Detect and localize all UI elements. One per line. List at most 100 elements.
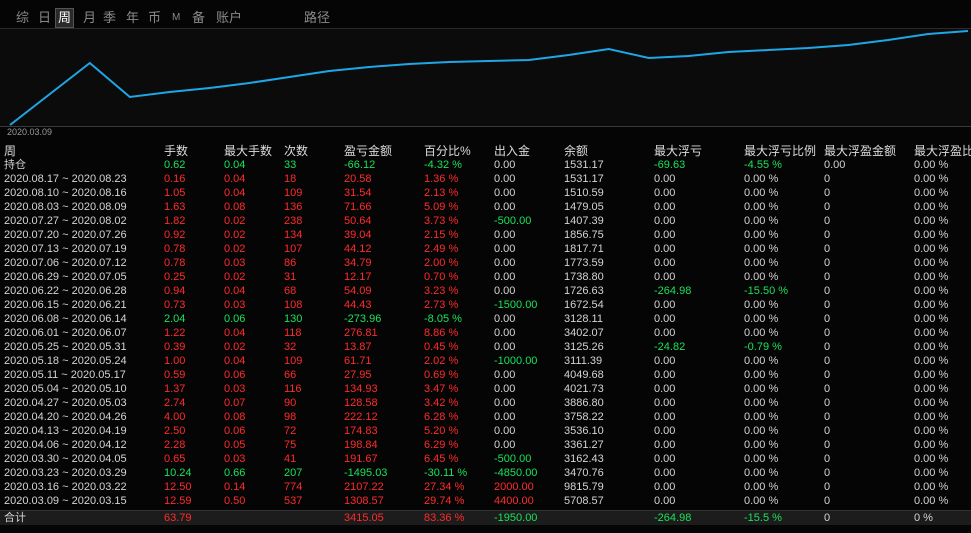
cell: 1.22 — [164, 327, 186, 339]
cell: 2020.08.10 ~ 2020.08.16 — [4, 187, 127, 199]
cell: 222.12 — [344, 411, 378, 423]
cell: 2020.03.09 ~ 2020.03.15 — [4, 495, 127, 507]
tab[interactable]: 周 — [55, 8, 75, 28]
cell: 31 — [284, 271, 297, 283]
cell: 109 — [284, 355, 303, 367]
cell: 1510.59 — [564, 187, 604, 199]
cell: 6.29 % — [424, 439, 459, 451]
cell: 0 — [824, 411, 831, 423]
cell: 44.43 — [344, 299, 372, 311]
cell: 1672.54 — [564, 299, 604, 311]
cell: 2020.05.11 ~ 2020.05.17 — [4, 369, 126, 381]
cell: -264.98 — [654, 285, 692, 297]
cell: 0.03 — [224, 257, 246, 269]
cell: 0.00 — [654, 173, 676, 185]
table-row: 2020.04.20 ~ 2020.04.26 4.00 0.08 98 222.12 6… — [0, 410, 971, 424]
cell: 0.00 % — [914, 173, 949, 185]
cell: 2020.05.25 ~ 2020.05.31 — [4, 341, 127, 353]
cell: 0.25 — [164, 271, 186, 283]
cell: 0 — [824, 495, 831, 507]
table-row: 2020.08.10 ~ 2020.08.16 1.05 0.04 109 31.54 2… — [0, 186, 971, 200]
header-cell: 盈亏金额 — [344, 144, 393, 158]
cell: 3.73 % — [424, 215, 459, 227]
cell: 1308.57 — [344, 495, 384, 507]
cell: 3.47 % — [424, 383, 459, 395]
header-cell: 出入金 — [494, 144, 531, 158]
cell: 27.95 — [344, 369, 372, 381]
cell: 0.00 % — [914, 369, 949, 381]
header-cell: 百分比% — [424, 144, 471, 158]
cell: 0.00 — [494, 201, 516, 213]
table-row: 2020.03.16 ~ 2020.03.22 12.50 0.14 774 2107.… — [0, 480, 971, 494]
cell: 0.00 % — [914, 481, 949, 493]
tab[interactable]: 币 — [148, 10, 162, 25]
cell: 0.00 — [654, 327, 676, 339]
cell: 0.00 — [494, 425, 516, 437]
cell: 0.00 % — [744, 439, 779, 451]
cell: 2.74 — [164, 397, 186, 409]
cell: 0.00 — [494, 285, 516, 297]
cell: 0.00 % — [914, 215, 949, 227]
header-cell: 最大浮盈金额 — [824, 144, 897, 158]
cell: 3536.10 — [564, 425, 604, 437]
cell: 109 — [284, 187, 303, 199]
cell: 3.23 % — [424, 285, 459, 297]
cell: 0 — [824, 243, 831, 255]
cell: 0 — [824, 397, 831, 409]
cell: 0.00 % — [914, 257, 949, 269]
tab[interactable]: 年 — [126, 10, 140, 25]
cell: -500.00 — [494, 215, 532, 227]
cell: 0 — [824, 369, 831, 381]
cell: 174.83 — [344, 425, 378, 437]
cell: 0.00 — [654, 355, 676, 367]
cell: 0.00 — [494, 397, 516, 409]
cell: 0.66 — [224, 467, 246, 479]
cell: 4.00 — [164, 411, 186, 423]
cell: 0.08 — [224, 201, 246, 213]
cell: 2020.03.30 ~ 2020.04.05 — [4, 453, 127, 465]
cell: 0.00 — [494, 313, 516, 325]
cell: 0 — [824, 439, 831, 451]
cell: 0.00 % — [744, 201, 779, 213]
tab[interactable]: 季 — [103, 10, 117, 25]
cell: 39.04 — [344, 229, 372, 241]
cell: 8.86 % — [424, 327, 459, 339]
cell: 0.00 % — [914, 229, 949, 241]
cell: 0 — [824, 215, 831, 227]
cell: -264.98 — [654, 512, 692, 524]
cell: 27.34 % — [424, 481, 465, 493]
cell: 0.00 % — [914, 425, 949, 437]
cell: 0.00 % — [744, 229, 779, 241]
table-row: 2020.03.30 ~ 2020.04.05 0.65 0.03 41 191.67 6… — [0, 452, 971, 466]
cell: -273.96 — [344, 313, 382, 325]
tab[interactable]: 备 — [192, 10, 206, 25]
cell: 0.00 — [494, 271, 516, 283]
cell: 0.00 % — [744, 271, 779, 283]
cell: 2.00 % — [424, 257, 459, 269]
cell: 0.00 % — [744, 243, 779, 255]
tab[interactable]: 账户 — [216, 10, 243, 25]
cell: 12.59 — [164, 495, 192, 507]
tab[interactable]: 日 — [38, 10, 52, 25]
cell: 191.67 — [344, 453, 378, 465]
cell: 2020.06.15 ~ 2020.06.21 — [4, 299, 127, 311]
cell: 0.00 — [654, 201, 676, 213]
cell: 0.00 — [494, 173, 516, 185]
cell: 1479.05 — [564, 201, 604, 213]
cell: 4400.00 — [494, 495, 534, 507]
cell: 20.58 — [344, 173, 372, 185]
cell: 0.14 — [224, 481, 246, 493]
tab[interactable]: 综 — [16, 10, 30, 25]
cell: 3402.07 — [564, 327, 604, 339]
cell: 0.00 % — [914, 201, 949, 213]
cell: 44.12 — [344, 243, 372, 255]
cell: 71.66 — [344, 201, 372, 213]
cell: 1773.59 — [564, 257, 604, 269]
cell: 128.58 — [344, 397, 378, 409]
tab[interactable]: M — [172, 12, 181, 23]
cell: 134.93 — [344, 383, 378, 395]
tab[interactable]: 月 — [83, 10, 97, 25]
table-row: 2020.06.15 ~ 2020.06.21 0.73 0.03 108 44.43 2… — [0, 298, 971, 312]
tab[interactable]: 路径 — [304, 10, 331, 25]
